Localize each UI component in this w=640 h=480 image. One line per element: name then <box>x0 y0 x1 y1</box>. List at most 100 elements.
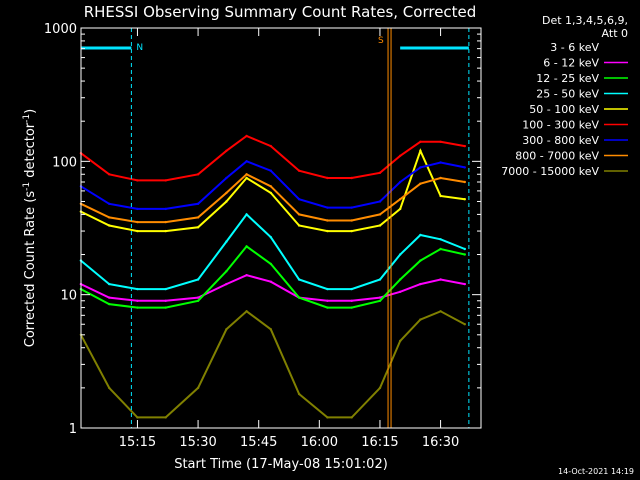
series-1-point <box>439 302 442 306</box>
series-5-point <box>164 229 167 233</box>
series-7-point <box>350 206 353 209</box>
x-axis-label: Start Time (17-May-08 15:01:02) <box>174 457 388 472</box>
series-2-point <box>326 299 329 302</box>
series-9-point <box>419 318 422 321</box>
series-4-point <box>245 213 248 216</box>
series-5-point <box>350 229 353 233</box>
chart-title: RHESSI Observing Summary Count Rates, Co… <box>84 3 477 21</box>
series-7-point <box>378 200 382 203</box>
x-tick-label: 16:15 <box>361 435 398 450</box>
series-2-point <box>108 296 111 299</box>
series-3-point <box>196 299 200 302</box>
series-7-point <box>439 161 442 164</box>
series-9-point <box>245 310 248 313</box>
y-label-part-2: detector <box>23 122 38 182</box>
plot-series-layer <box>79 134 466 419</box>
series-7-point <box>164 207 167 211</box>
time-markers-layer: NS <box>81 28 470 428</box>
series-5-point <box>297 224 301 227</box>
series-7-point <box>326 206 329 209</box>
series-line-1 <box>80 302 466 376</box>
legend-label-9: 7000 - 15000 keV <box>501 165 599 178</box>
series-1-point <box>297 363 301 366</box>
series-6-point <box>439 140 442 143</box>
series-5-point <box>108 224 111 227</box>
series-8-point <box>108 216 111 219</box>
series-line-7 <box>80 160 465 210</box>
series-5-point <box>269 191 272 195</box>
series-3-point <box>463 253 466 256</box>
marker-label-2: S <box>378 36 384 46</box>
series-2-point <box>399 290 402 293</box>
series-7-point <box>245 160 248 163</box>
series-4-point <box>136 287 139 291</box>
series-2-point <box>196 296 200 299</box>
marker-label-1: N <box>136 43 143 53</box>
series-1-point <box>419 314 422 317</box>
y-axis-label: Corrected Count Rate (s-1 detector-1) <box>22 109 38 347</box>
series-line-9 <box>80 310 466 419</box>
y-tick-label: 10 <box>60 289 77 304</box>
series-6-point <box>326 176 329 180</box>
series-1-point <box>245 302 248 306</box>
x-tick-label: 15:45 <box>240 435 277 450</box>
x-tick-label: 16:00 <box>301 435 338 450</box>
y-tick-label: 100 <box>52 155 77 170</box>
series-4-point <box>326 287 329 291</box>
series-4-point <box>439 238 442 241</box>
series-3-point <box>245 245 248 248</box>
series-1-point <box>225 323 228 326</box>
y-tick-label: 1000 <box>44 22 77 37</box>
series-9-point <box>164 416 167 419</box>
series-8-point <box>269 185 272 188</box>
series-4-point <box>399 253 402 256</box>
series-6-point <box>245 134 248 138</box>
series-7-point <box>108 202 111 205</box>
plot-frame <box>80 27 482 429</box>
series-9-point <box>136 416 139 419</box>
series-6-point <box>350 176 353 180</box>
series-2-point <box>245 274 248 277</box>
series-4-point <box>419 233 422 237</box>
series-6-point <box>463 144 466 148</box>
series-9-point <box>297 392 301 396</box>
series-5-point <box>136 229 139 233</box>
series-line-8 <box>80 173 465 224</box>
series-5-point <box>419 149 422 152</box>
y-axis-ticks: 1 10 100 1000 <box>44 22 481 437</box>
series-5-point <box>245 176 248 180</box>
series-8-point <box>419 182 422 185</box>
series-4-point <box>196 278 200 281</box>
x-axis-ticks: 15:15 15:30 15:45 16:00 16:15 16:30 <box>119 28 459 450</box>
series-7-point <box>463 166 466 169</box>
series-4-point <box>225 240 228 243</box>
series-line-2 <box>80 274 465 302</box>
series-3-point <box>350 306 353 309</box>
series-1-point <box>399 333 402 336</box>
series-1-point <box>164 373 167 377</box>
legend-label-2: 6 - 12 keV <box>543 57 599 70</box>
series-8-point <box>439 176 442 180</box>
series-8-point <box>399 198 402 201</box>
series-3-point <box>399 278 402 281</box>
series-6-point <box>378 171 382 174</box>
series-6-point <box>108 173 111 176</box>
series-1-point <box>269 314 272 317</box>
series-7-point <box>196 202 200 205</box>
series-3-point <box>164 306 167 309</box>
series-3-point <box>297 296 301 299</box>
y-label-part-1: Corrected Count Rate (s <box>23 191 38 348</box>
series-2-point <box>378 296 382 299</box>
series-6-point <box>196 173 200 176</box>
series-3-point <box>326 306 329 309</box>
series-4-point <box>297 278 301 281</box>
series-4-point <box>108 282 111 286</box>
series-8-point <box>196 216 200 219</box>
legend: Det 1,3,4,5,6,9, Att 0 3 - 6 keV 6 - 12 k… <box>501 14 628 178</box>
series-4-point <box>378 278 382 281</box>
series-2-point <box>136 299 139 302</box>
series-6-point <box>164 179 167 182</box>
x-tick-label: 15:15 <box>119 435 156 450</box>
series-1-point <box>136 373 139 377</box>
series-1-point <box>196 367 200 370</box>
